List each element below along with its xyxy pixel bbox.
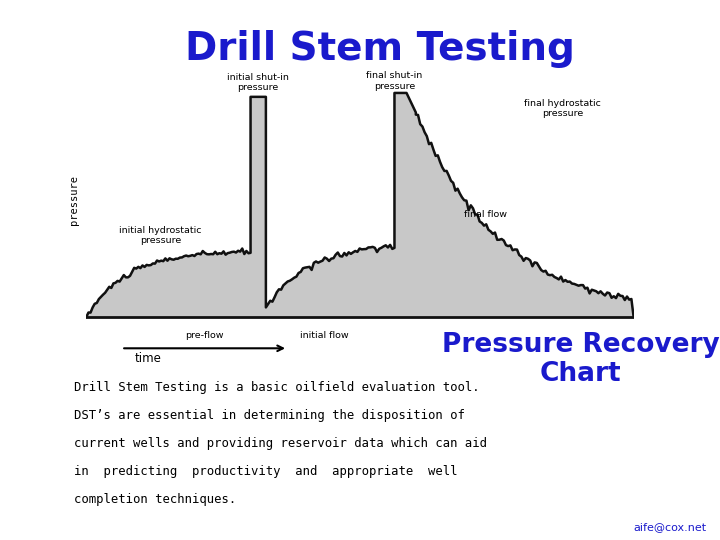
Text: Pressure Recovery
Chart: Pressure Recovery Chart [441,332,719,387]
Text: aife@cox.net: aife@cox.net [634,522,706,532]
Text: in  predicting  productivity  and  appropriate  well: in predicting productivity and appropria… [73,465,457,478]
Text: final flow: final flow [464,210,508,219]
Text: initial flow: initial flow [300,331,348,340]
Text: completion techniques.: completion techniques. [73,493,236,506]
Text: pressure: pressure [69,175,79,225]
Text: DST’s are essential in determining the disposition of: DST’s are essential in determining the d… [73,409,464,422]
Text: initial hydrostatic
pressure: initial hydrostatic pressure [119,226,202,245]
Text: Drill Stem Testing: Drill Stem Testing [185,30,575,68]
Text: final shut-in
pressure: final shut-in pressure [366,71,423,91]
Polygon shape [86,93,634,317]
Text: AIFE: AIFE [6,480,33,490]
Text: pre-flow: pre-flow [185,331,223,340]
Text: SPECIALISTS IN PRESSURE DATA ANALYSIS & COMPUTERIZATION: SPECIALISTS IN PRESSURE DATA ANALYSIS & … [18,146,22,286]
Text: final hydrostatic
pressure: final hydrostatic pressure [524,98,601,118]
Text: time: time [135,352,162,365]
Text: AMERICAN INSTITUTE OF FORMATION EVALUATION: AMERICAN INSTITUTE OF FORMATION EVALUATI… [17,19,22,197]
Text: initial shut-in
pressure: initial shut-in pressure [228,73,289,92]
Text: current wells and providing reservoir data which can aid: current wells and providing reservoir da… [73,437,487,450]
Text: Drill Stem Testing is a basic oilfield evaluation tool.: Drill Stem Testing is a basic oilfield e… [73,381,480,394]
